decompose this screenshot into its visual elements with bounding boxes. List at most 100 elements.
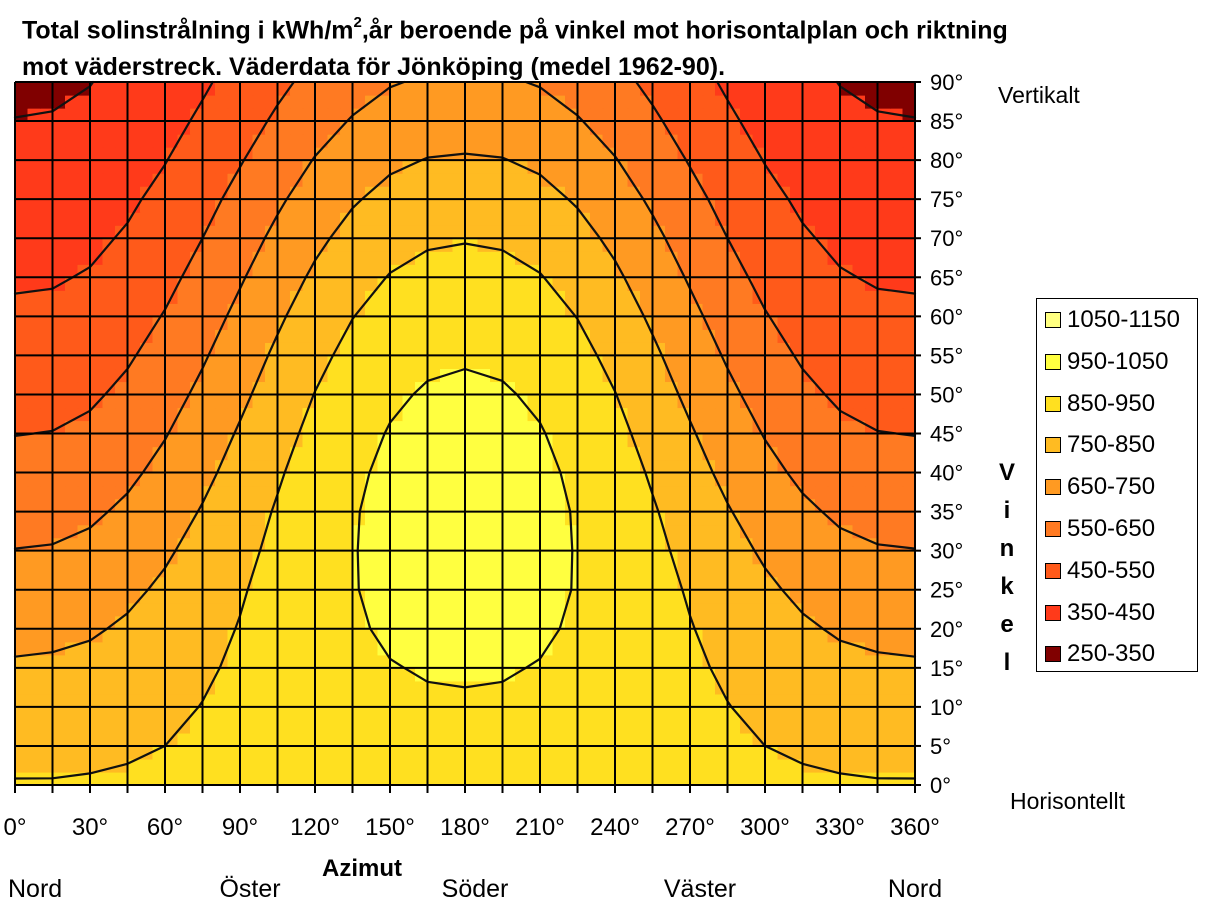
heatmap-cell <box>852 368 866 383</box>
heatmap-cell <box>390 381 404 396</box>
heatmap-cell <box>115 420 129 435</box>
heatmap-cell <box>40 498 54 513</box>
heatmap-cell <box>190 173 204 187</box>
heatmap-cell <box>840 693 854 708</box>
heatmap-cell <box>902 693 916 708</box>
heatmap-cell <box>415 771 429 786</box>
heatmap-cell <box>565 212 579 226</box>
heatmap-cell <box>165 381 179 396</box>
heatmap-cell <box>790 524 804 539</box>
heatmap-cell <box>540 186 554 200</box>
heatmap-cell <box>552 121 566 135</box>
heatmap-cell <box>902 758 916 773</box>
heatmap-cell <box>240 654 254 669</box>
heatmap-cell <box>602 589 616 604</box>
heatmap-cell <box>402 550 416 565</box>
heatmap-cell <box>640 602 654 617</box>
heatmap-cell <box>815 537 829 552</box>
heatmap-cell <box>415 498 429 513</box>
x-tick-label: 330° <box>815 814 865 841</box>
heatmap-cell <box>215 550 229 565</box>
heatmap-cell <box>402 212 416 226</box>
heatmap-cell <box>702 576 716 591</box>
heatmap-cell <box>715 576 729 591</box>
heatmap-cell <box>452 615 466 630</box>
heatmap-cell <box>302 446 316 461</box>
heatmap-cell <box>677 95 691 109</box>
heatmap-cell <box>90 186 104 200</box>
heatmap-cell <box>527 537 541 552</box>
heatmap-cell <box>490 498 504 513</box>
heatmap-cell <box>640 433 654 448</box>
heatmap-cell <box>340 719 354 734</box>
heatmap-cell <box>452 212 466 226</box>
heatmap-cell <box>690 524 704 539</box>
heatmap-cell <box>740 459 754 474</box>
heatmap-cell <box>815 589 829 604</box>
heatmap-cell <box>477 82 491 96</box>
heatmap-cell <box>727 368 741 383</box>
heatmap-cell <box>477 316 491 330</box>
heatmap-cell <box>902 212 916 226</box>
heatmap-cell <box>177 251 191 265</box>
heatmap-cell <box>240 368 254 383</box>
heatmap-cell <box>340 589 354 604</box>
heatmap-cell <box>140 368 154 383</box>
heatmap-cell <box>665 225 679 239</box>
heatmap-cell <box>390 121 404 135</box>
heatmap-cell <box>752 745 766 760</box>
heatmap-cell <box>465 771 479 786</box>
heatmap-cell <box>665 628 679 643</box>
heatmap-cell <box>177 108 191 122</box>
heatmap-cell <box>790 160 804 174</box>
heatmap-cell <box>252 277 266 291</box>
heatmap-cell <box>502 225 516 239</box>
heatmap-cell <box>265 264 279 278</box>
heatmap-cell <box>327 381 341 396</box>
heatmap-cell <box>540 628 554 643</box>
heatmap-cell <box>140 173 154 187</box>
heatmap-cell <box>552 641 566 656</box>
heatmap-cell <box>790 277 804 291</box>
heatmap-cell <box>477 225 491 239</box>
heatmap-cell <box>177 459 191 474</box>
heatmap-cell <box>865 680 879 695</box>
heatmap-cell <box>377 563 391 578</box>
heatmap-cell <box>465 199 479 213</box>
heatmap-cell <box>190 121 204 135</box>
heatmap-cell <box>777 446 791 461</box>
heatmap-cell <box>77 212 91 226</box>
heatmap-cell <box>890 732 904 747</box>
heatmap-cell <box>490 303 504 317</box>
heatmap-cell <box>252 186 266 200</box>
heatmap-cell <box>27 394 41 409</box>
heatmap-cell <box>540 134 554 148</box>
heatmap-cell <box>802 381 816 396</box>
heatmap-cell <box>377 615 391 630</box>
heatmap-cell <box>390 498 404 513</box>
heatmap-cell <box>402 537 416 552</box>
heatmap-cell <box>877 524 891 539</box>
heatmap-cell <box>302 186 316 200</box>
heatmap-cell <box>440 264 454 278</box>
heatmap-cell <box>602 550 616 565</box>
heatmap-cell <box>702 511 716 526</box>
heatmap-cell <box>515 420 529 435</box>
heatmap-cell <box>740 186 754 200</box>
heatmap-cell <box>140 615 154 630</box>
heatmap-cell <box>402 134 416 148</box>
heatmap-cell <box>327 550 341 565</box>
heatmap-cell <box>815 602 829 617</box>
heatmap-cell <box>840 641 854 656</box>
heatmap-cell <box>115 329 129 343</box>
heatmap-cell <box>790 654 804 669</box>
heatmap-cell <box>715 758 729 773</box>
heatmap-cell <box>65 381 79 396</box>
heatmap-cell <box>365 212 379 226</box>
heatmap-cell <box>477 524 491 539</box>
heatmap-cell <box>602 420 616 435</box>
heatmap-cell <box>327 199 341 213</box>
heatmap-cell <box>640 251 654 265</box>
heatmap-cell <box>427 641 441 656</box>
heatmap-cell <box>77 147 91 161</box>
